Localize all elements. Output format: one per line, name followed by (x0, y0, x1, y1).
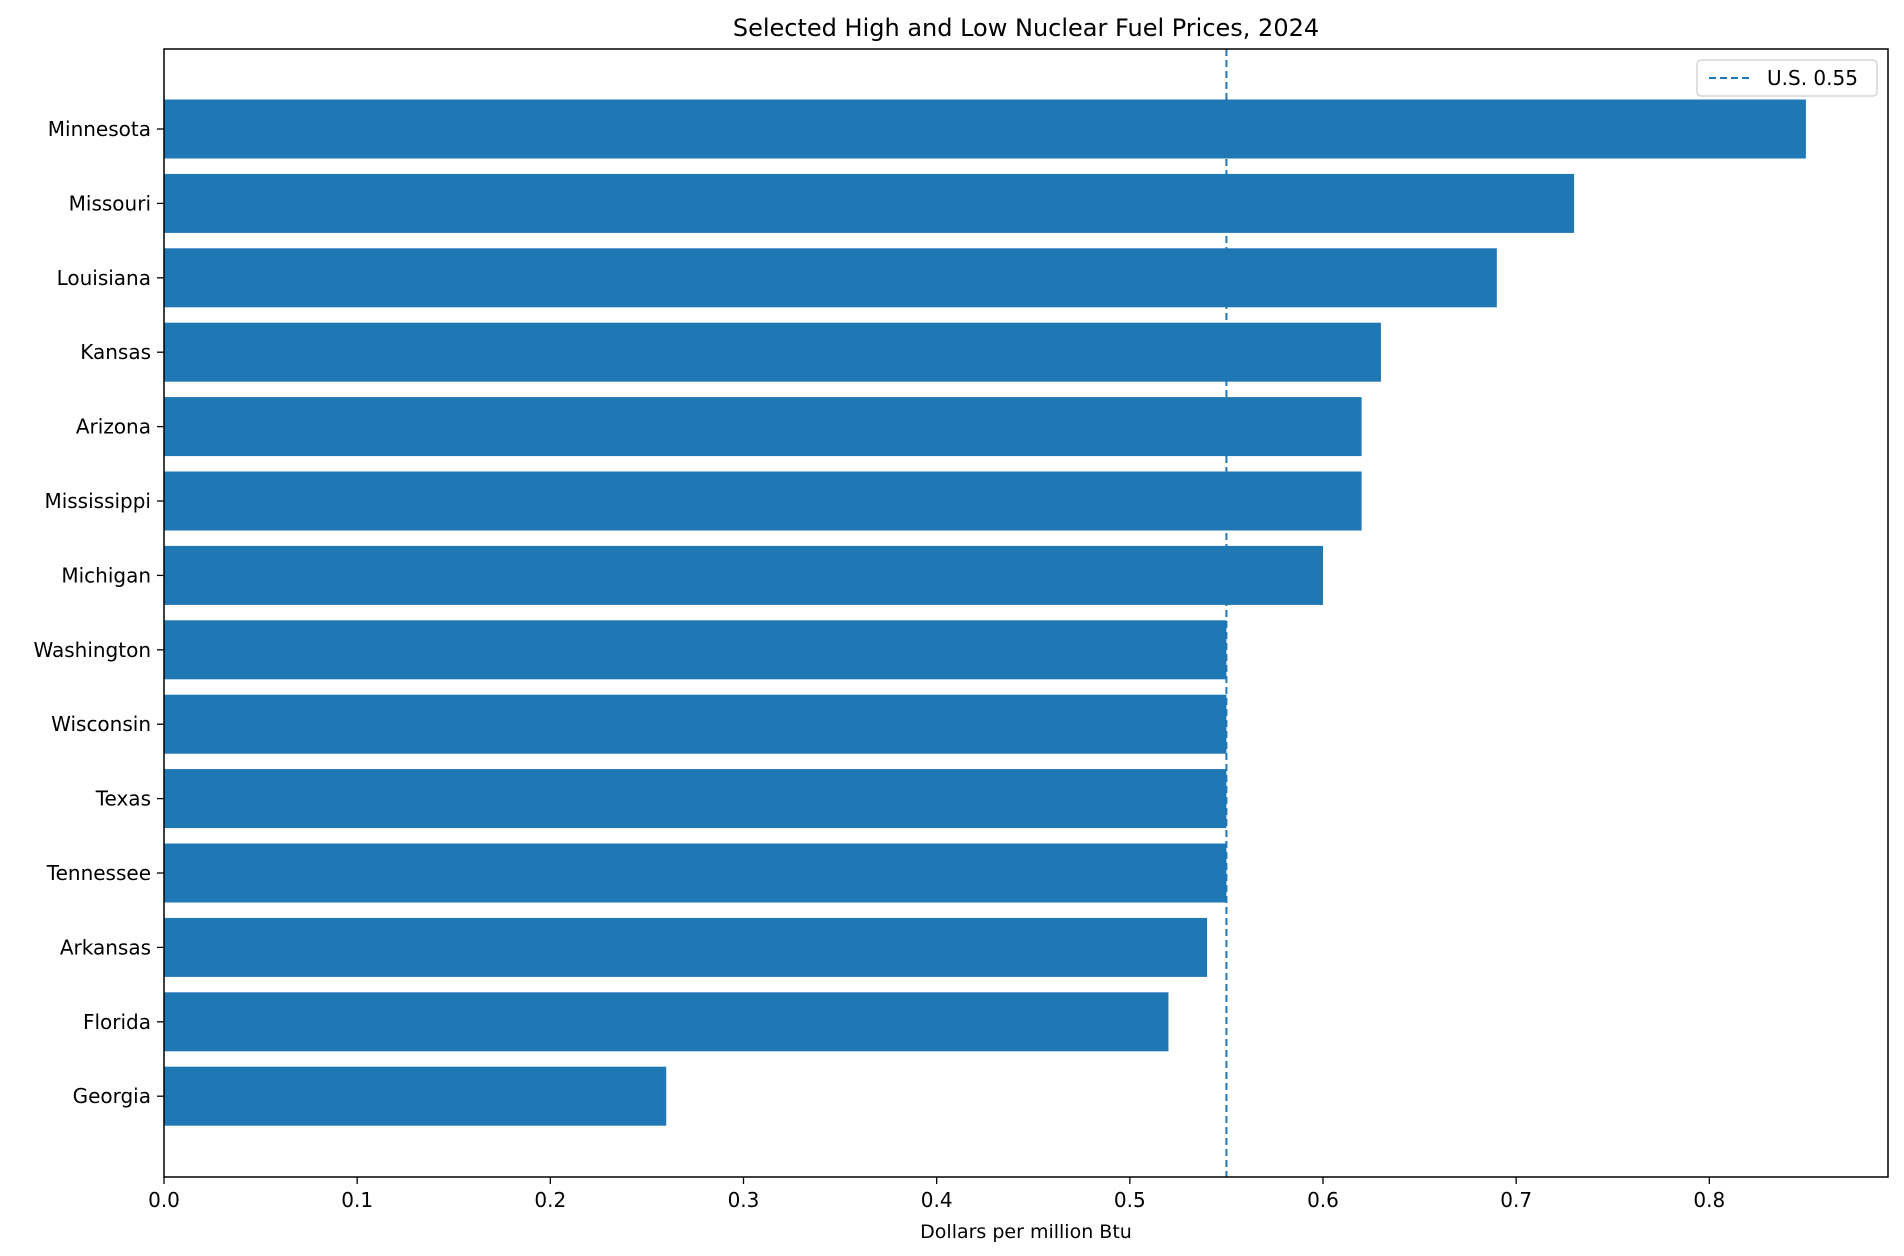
y-tick-label: Tennessee (46, 861, 151, 885)
y-tick-label: Louisiana (57, 266, 151, 290)
bar-arkansas (164, 917, 1208, 977)
bar-florida (164, 992, 1169, 1052)
x-tick-label: 0.6 (1307, 1188, 1339, 1212)
x-tick-label: 0.3 (728, 1188, 760, 1212)
plot-frame (163, 48, 1889, 1178)
x-tick-label: 0.2 (534, 1188, 566, 1212)
y-tick-label: Wisconsin (51, 712, 151, 736)
x-tick-label: 0.5 (1114, 1188, 1146, 1212)
x-tick-label: 0.1 (341, 1188, 373, 1212)
bar-wisconsin (164, 694, 1227, 754)
legend-box (1696, 59, 1878, 97)
bars-group (164, 99, 1806, 1126)
y-tick-label: Georgia (73, 1084, 151, 1108)
x-axis: 0.0 0.1 0.2 0.3 0.4 0.5 0.6 0.7 0.8 (148, 1177, 1725, 1212)
y-tick-label: Kansas (80, 340, 151, 364)
y-tick-label: Washington (33, 638, 151, 662)
x-tick-label: 0.7 (1500, 1188, 1532, 1212)
bar-arizona (164, 397, 1362, 457)
legend-label: U.S. 0.55 (1767, 66, 1858, 90)
y-tick-label: Arizona (76, 415, 151, 439)
x-tick-label: 0.8 (1693, 1188, 1725, 1212)
x-tick-label: 0.0 (148, 1188, 180, 1212)
bar-kansas (164, 322, 1381, 382)
y-tick-label: Mississippi (44, 489, 151, 513)
y-axis: Minnesota Missouri Louisiana Kansas Arizona M… (33, 117, 164, 1108)
y-tick-label: Florida (83, 1010, 151, 1034)
y-tick-label: Arkansas (60, 935, 151, 959)
bar-texas (164, 769, 1227, 829)
y-tick-label: Michigan (61, 563, 151, 587)
x-tick-label: 0.4 (921, 1188, 953, 1212)
chart-title: Selected High and Low Nuclear Fuel Price… (733, 14, 1319, 42)
y-tick-label: Texas (95, 787, 151, 811)
bar-missouri (164, 173, 1575, 233)
y-tick-label: Minnesota (48, 117, 151, 141)
bar-minnesota (164, 99, 1806, 159)
bar-washington (164, 620, 1227, 680)
bar-michigan (164, 545, 1323, 605)
bar-louisiana (164, 248, 1497, 308)
bar-tennessee (164, 843, 1227, 903)
legend: U.S. 0.55 (1696, 59, 1878, 97)
y-tick-label: Missouri (69, 191, 151, 215)
bar-mississippi (164, 471, 1362, 531)
bar-georgia (164, 1066, 667, 1126)
x-axis-label: Dollars per million Btu (920, 1221, 1132, 1243)
